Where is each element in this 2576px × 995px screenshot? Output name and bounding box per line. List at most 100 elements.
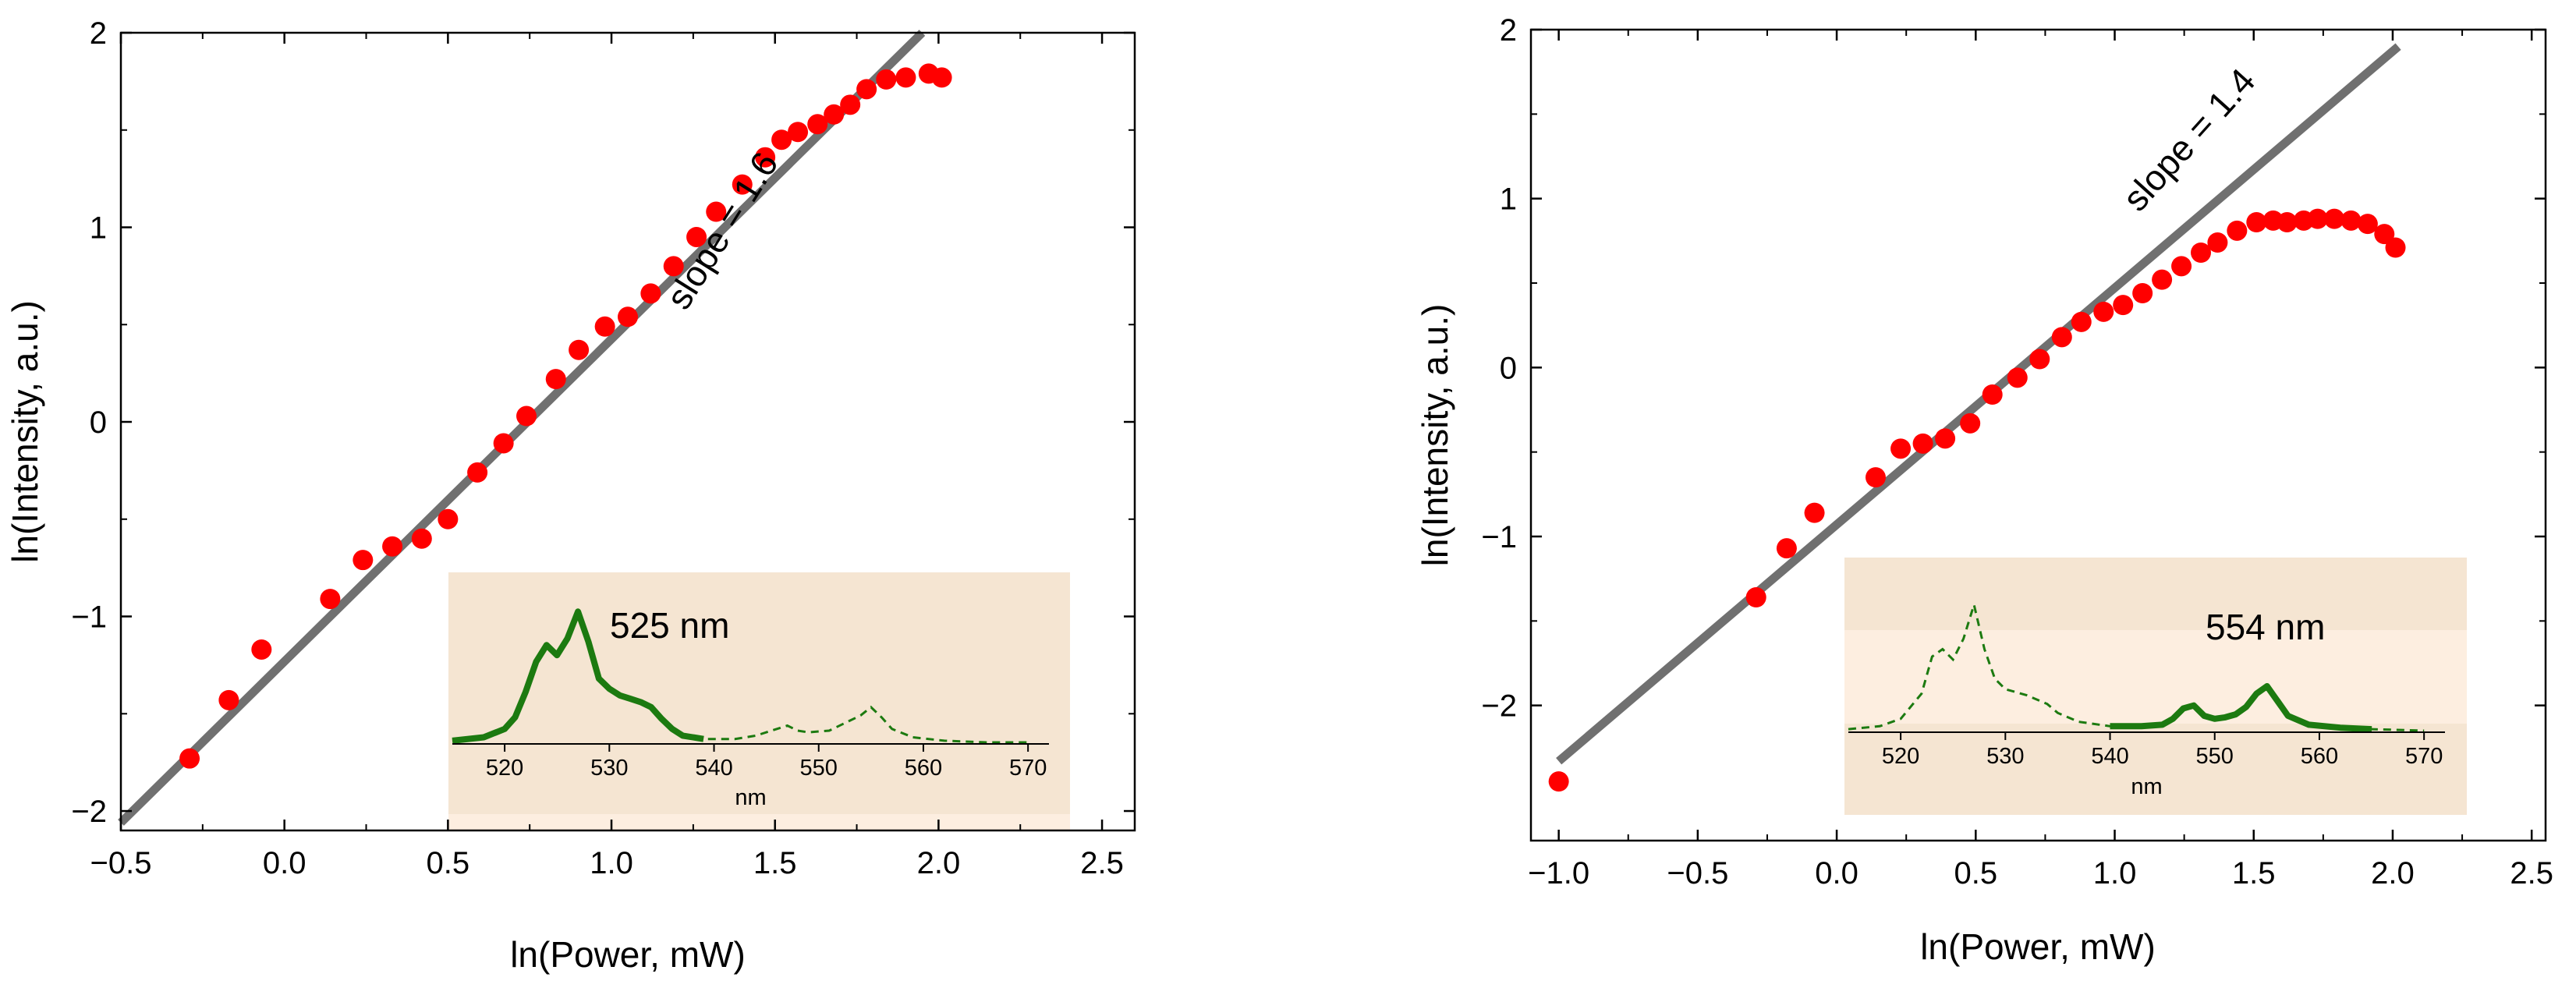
left-data-point (545, 369, 566, 390)
left-data-point (594, 316, 615, 337)
right-x-axis-title: ln(Power, mW) (1920, 926, 2156, 967)
right-data-point (2132, 283, 2153, 303)
right-x-tick-label: 2.0 (2371, 856, 2415, 891)
left-inset-background (448, 572, 1070, 830)
left-data-point (438, 508, 459, 529)
right-inset-spectrum-dashed (1848, 600, 2425, 732)
right-data-point (1776, 538, 1797, 559)
left-x-tick-label: 2.0 (917, 846, 961, 880)
right-data-point (2324, 208, 2345, 229)
right-data-point (1982, 384, 2003, 405)
right-data-point (2029, 349, 2050, 370)
right-inset-tick-label: 540 (2091, 744, 2128, 769)
left-data-point (824, 104, 845, 125)
right-inset-tick-label: 560 (2301, 744, 2338, 769)
right-data-point (2093, 301, 2114, 322)
right-data-point (1935, 428, 1956, 449)
left-y-tick-label: 1 (90, 211, 107, 246)
left-data-point (179, 748, 200, 769)
right-data-point (2007, 367, 2028, 388)
right-x-tick-label: 2.5 (2510, 856, 2553, 891)
left-inset-ticks: 520 530 540 550 560 570 (486, 744, 1047, 781)
left-inset-spectrum-dashed (452, 607, 1029, 744)
left-data-point (353, 550, 374, 571)
left-y-tick-label: −1 (71, 600, 107, 635)
left-data-point (686, 226, 707, 247)
left-inset-band (448, 814, 1070, 830)
right-inset-ticks: 520 530 540 550 560 570 (1882, 732, 2443, 769)
right-slope-label: slope = 1.4 (2115, 60, 2263, 218)
left-data-point (663, 256, 684, 277)
left-ticks: −0.5 0.0 0.5 1.0 1.5 2.0 2.5 −2 −1 0 1 2 (71, 16, 1135, 880)
left-data-point (640, 283, 661, 304)
left-data-point (876, 69, 897, 90)
left-inset-peak-label: 525 nm (610, 605, 729, 646)
left-data-point (856, 79, 877, 100)
left-x-tick-label: 1.5 (753, 846, 797, 880)
left-data-point (493, 433, 514, 454)
right-y-tick-label: 0 (1500, 351, 1517, 385)
right-inset-band (1844, 630, 2467, 724)
right-x-tick-label: 1.5 (2232, 856, 2276, 891)
left-data-point (755, 147, 776, 168)
right-data-point (2207, 232, 2228, 253)
left-data-point (771, 129, 792, 150)
left-data-point (618, 306, 638, 328)
left-y-tick-label: 0 (90, 405, 107, 440)
right-x-tick-label: −0.5 (1667, 856, 1728, 891)
left-x-axis-title: ln(Power, mW) (510, 934, 746, 975)
left-x-tick-label: 0.5 (427, 846, 470, 880)
left-data-point (732, 174, 753, 195)
left-inset-tick-label: 550 (800, 756, 838, 781)
left-fit-line (118, 30, 926, 826)
right-data-point (1912, 433, 1933, 454)
right-data-point (1960, 413, 1981, 434)
right-inset-xlabel: nm (2131, 774, 2162, 799)
right-inset: 520 530 540 550 560 570 nm 554 nm (1844, 558, 2467, 815)
right-inset-peak-label: 554 nm (2206, 607, 2325, 647)
left-inset-tick-label: 560 (905, 756, 942, 781)
right-data-points (1548, 208, 2406, 792)
right-data-point (2152, 269, 2173, 290)
left-plot-frame (119, 31, 1136, 832)
right-data-point (2340, 210, 2362, 231)
left-data-point (895, 67, 916, 88)
right-inset-tick-label: 520 (1882, 744, 1919, 769)
right-data-point (1890, 438, 1912, 459)
left-data-point (382, 536, 403, 557)
right-inset-tick-label: 550 (2196, 744, 2234, 769)
right-ticks: −1.0 −0.5 0.0 0.5 1.0 1.5 2.0 2.5 −2 −1 0 1 2 (1481, 13, 2553, 891)
left-x-tick-label: 1.0 (590, 846, 633, 880)
right-chart: 520 530 540 550 560 570 nm 554 nm −1.0 −0.5 0.0… (1415, 13, 2553, 967)
right-y-axis-title: ln(Intensity, a.u.) (1415, 304, 1455, 567)
left-data-point (840, 94, 861, 115)
right-y-tick-label: −1 (1481, 520, 1517, 554)
left-data-point (788, 122, 809, 143)
left-chart: 520 530 540 550 560 570 nm 525 nm −0.5 0.0 0.5 1… (5, 16, 1136, 975)
right-inset-tick-label: 570 (2405, 744, 2443, 769)
left-data-point (931, 67, 952, 88)
right-y-tick-label: 1 (1500, 182, 1517, 217)
right-plot-frame (1529, 28, 2547, 842)
right-inset-tick-label: 530 (1986, 744, 2024, 769)
right-data-point (1804, 502, 1825, 523)
left-data-point (706, 201, 727, 222)
left-inset: 520 530 540 550 560 570 nm 525 nm (448, 572, 1070, 830)
left-data-points (179, 63, 952, 769)
right-x-tick-label: −1.0 (1528, 856, 1589, 891)
right-y-tick-label: 2 (1500, 13, 1517, 48)
left-data-point (467, 462, 488, 483)
right-data-point (2357, 214, 2378, 235)
right-data-point (2071, 311, 2092, 332)
left-data-point (218, 689, 239, 710)
right-x-tick-label: 1.0 (2093, 856, 2137, 891)
left-x-tick-label: −0.5 (90, 846, 152, 880)
left-inset-xlabel: nm (735, 785, 766, 810)
left-data-point (807, 114, 828, 135)
right-fit-line (1556, 43, 2401, 765)
right-data-point (2227, 220, 2248, 241)
right-data-point (1865, 467, 1886, 488)
left-data-point (251, 639, 272, 660)
right-data-point (2385, 237, 2406, 258)
